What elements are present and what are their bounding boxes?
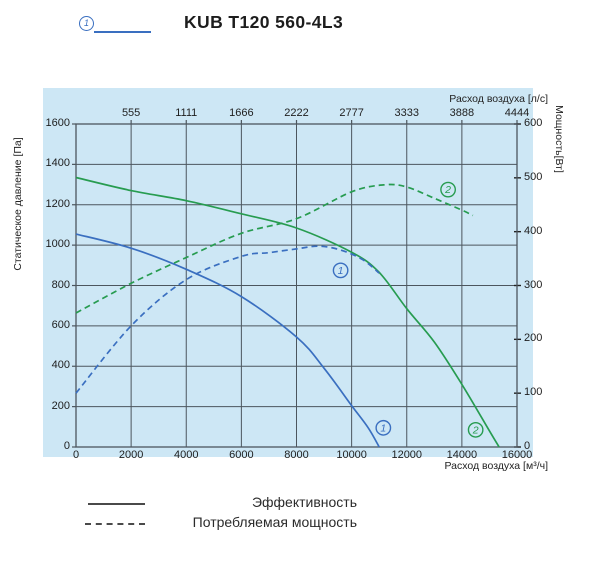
right-axis-tick-label: 200 — [524, 332, 543, 345]
curve-marker-circle — [375, 419, 392, 436]
page-title: KUB T120 560-4L3 — [184, 12, 344, 32]
legend-solid-line-icon — [88, 503, 145, 505]
curve-marker-circle — [440, 181, 456, 198]
bottom-axis-tick-label: 8000 — [284, 449, 309, 461]
top-axis-tick-label: 2222 — [284, 107, 309, 119]
top-axis-tick-label: 4444 — [504, 107, 530, 119]
left-axis-tick-label: 400 — [51, 359, 70, 372]
left-axis-tick-label: 1000 — [45, 238, 70, 251]
top-axis-tick-label: 3888 — [449, 107, 475, 119]
chart-background — [43, 88, 533, 457]
left-axis-label: Статическое давление [Па] — [12, 137, 24, 271]
bottom-axis-tick-label: 0 — [72, 449, 80, 461]
header-curve1-badge: 1 — [79, 16, 94, 31]
header-accent-line — [94, 31, 151, 33]
bottom-axis-tick-label: 4000 — [174, 449, 199, 461]
legend-power-label: Потребляемая мощность — [192, 514, 357, 530]
right-axis-tick-label: 300 — [524, 278, 543, 291]
plot-border — [75, 123, 518, 448]
bottom-axis-tick-label: 14000 — [446, 449, 478, 461]
curve-static-pressure-fan-1 — [75, 233, 380, 448]
top-axis-label: Расход воздуха [л/с] — [449, 93, 548, 105]
curve-power-fan-2 — [75, 183, 474, 314]
curve-marker-number: 2 — [472, 424, 479, 436]
bottom-axis-tick-label: 16000 — [501, 449, 533, 461]
left-axis-tick-label: 200 — [51, 399, 70, 412]
right-axis-tick-label: 0 — [524, 440, 531, 452]
bottom-axis-tick-label: 10000 — [336, 449, 367, 461]
curve-marker-number: 2 — [444, 184, 451, 196]
top-axis-tick-label: 3333 — [394, 107, 419, 119]
right-axis-tick-label: 400 — [524, 224, 543, 237]
legend-efficiency-label: Эффективность — [251, 494, 357, 510]
bottom-axis-tick-label: 2000 — [118, 449, 144, 461]
curve-marker-number: 1 — [338, 265, 344, 277]
left-axis-tick-label: 800 — [51, 278, 70, 291]
top-axis-tick-label: 555 — [121, 107, 141, 119]
right-axis-tick-label: 100 — [524, 386, 543, 399]
right-axis-label: Мощность[Вт] — [553, 105, 565, 173]
curve-marker-circle — [467, 421, 484, 438]
curve-marker-circle — [332, 262, 349, 279]
right-axis-tick-label: 500 — [524, 170, 543, 183]
performance-chart-svg: 1 2 1 2 — [72, 120, 521, 448]
legend-item-efficiency: Эффективность — [60, 494, 360, 512]
bottom-axis-tick-label: 12000 — [391, 449, 423, 461]
bottom-axis-tick-label: 6000 — [229, 449, 254, 461]
right-axis-tick-label: 600 — [524, 117, 543, 129]
bottom-axis-label: Расход воздуха [м³/ч] — [444, 460, 549, 472]
legend-dashed-line-icon — [85, 523, 145, 525]
top-axis-tick-label: 1666 — [229, 107, 254, 119]
top-axis-tick-label: 1111 — [175, 107, 198, 119]
left-axis-tick-label: 0 — [63, 440, 70, 452]
left-axis-tick-label: 1400 — [45, 157, 70, 170]
top-axis-tick-label: 2777 — [339, 107, 364, 119]
left-axis-tick-label: 600 — [51, 318, 70, 331]
left-axis-tick-label: 1200 — [45, 197, 70, 210]
legend-item-power: Потребляемая мощность — [60, 514, 360, 532]
curve-power-fan-1 — [75, 245, 380, 394]
left-axis-tick-label: 1600 — [45, 117, 70, 129]
curve-marker-number: 1 — [380, 422, 386, 434]
curve-static-pressure-fan-2 — [75, 176, 500, 448]
